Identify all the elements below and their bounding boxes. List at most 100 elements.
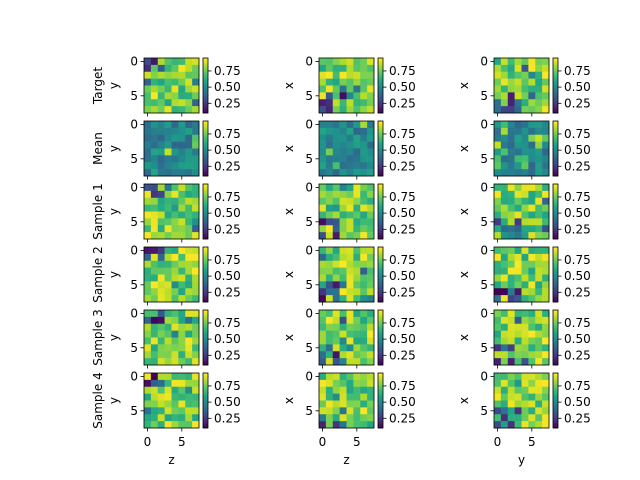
heatmap-cell	[150, 78, 159, 86]
heatmap-cell	[353, 64, 361, 73]
heatmap-cell	[319, 310, 327, 318]
heatmap-cell	[332, 247, 340, 255]
heatmap-cell	[528, 253, 536, 262]
heatmap-cell	[494, 337, 502, 345]
heatmap-cell	[339, 414, 347, 422]
heatmap-cell	[507, 386, 515, 394]
y-tick-label: 0	[305, 180, 313, 194]
heatmap-cell	[353, 373, 361, 381]
colorbar-segment	[203, 351, 208, 353]
colorbar-segment	[553, 293, 558, 296]
colorbar-tick-label: 0.25	[214, 411, 241, 425]
heatmap-cell	[514, 127, 522, 136]
colorbar-segment	[553, 199, 558, 201]
heatmap-cell	[528, 134, 536, 142]
heatmap-cell	[178, 281, 186, 289]
heatmap-cell	[332, 393, 340, 401]
heatmap-cell	[178, 337, 186, 345]
heatmap-cell	[325, 400, 334, 408]
colorbar-segment	[378, 426, 383, 429]
heatmap-cell	[542, 85, 550, 93]
heatmap-cell	[500, 393, 509, 401]
colorbar-segment	[378, 228, 383, 230]
colorbar	[552, 309, 562, 366]
heatmap-cell	[185, 211, 193, 219]
colorbar-segment	[378, 193, 383, 196]
heatmap-cell	[164, 218, 172, 226]
colorbar-segment	[553, 262, 558, 264]
colorbar-segment	[378, 408, 383, 411]
heatmap-cell	[319, 379, 327, 388]
colorbar-segment	[378, 388, 383, 390]
heatmap-cell	[157, 58, 165, 66]
heatmap-cell	[157, 281, 165, 289]
heatmap-cell	[325, 323, 334, 331]
colorbar-segment	[553, 212, 558, 215]
heatmap-cell	[144, 274, 152, 282]
colorbar-segment	[378, 171, 383, 174]
colorbar-segment	[378, 89, 383, 92]
heatmap-cell	[332, 106, 340, 114]
heatmap-cell	[514, 253, 522, 262]
heatmap-cell	[150, 267, 159, 275]
heatmap-cell	[360, 92, 368, 100]
colorbar-segment	[378, 152, 383, 155]
heatmap-cell	[494, 260, 502, 268]
colorbar-segment	[378, 165, 383, 167]
colorbar-segment	[203, 385, 208, 388]
heatmap-cell	[535, 358, 543, 366]
colorbar-frame	[377, 246, 384, 303]
heatmap-cell	[360, 421, 368, 429]
heatmap-cell	[542, 134, 550, 142]
colorbar-segment	[553, 341, 558, 344]
colorbar-segment	[203, 173, 208, 175]
heatmap-cell	[360, 267, 368, 275]
colorbar-segment	[203, 186, 208, 189]
colorbar-segment	[378, 407, 383, 410]
heatmap-cell	[353, 85, 361, 93]
colorbar-segment	[378, 59, 383, 62]
heatmap-cell	[514, 247, 522, 255]
heatmap-cell	[192, 253, 200, 262]
colorbar-tick-label: 0.75	[564, 253, 591, 267]
heatmap-cell	[500, 134, 509, 142]
colorbar-segment	[553, 284, 558, 286]
colorbar-segment	[378, 400, 383, 403]
heatmap-cell	[521, 92, 529, 100]
colorbar-segment	[203, 401, 208, 404]
heatmap-cell	[157, 64, 165, 73]
heatmap-cell	[164, 148, 172, 156]
colorbar-segment	[553, 78, 558, 81]
colorbar-segment	[553, 282, 558, 285]
heatmap-cell	[514, 316, 522, 325]
colorbar-segment	[203, 273, 208, 275]
colorbar-segment	[378, 395, 383, 397]
heatmap-cell	[521, 295, 529, 303]
heatmap-cell	[528, 225, 536, 233]
heatmap-cell	[332, 184, 340, 192]
colorbar-segment	[553, 233, 558, 236]
colorbar-segment	[203, 352, 208, 355]
heatmap-cell	[325, 197, 334, 205]
heatmap-cell	[500, 274, 509, 282]
heatmap-cell	[178, 323, 186, 331]
colorbar-segment	[553, 401, 558, 404]
colorbar-segment	[553, 249, 558, 252]
heatmap-cell	[353, 148, 361, 156]
heatmap-cell	[178, 85, 186, 93]
colorbar-tick-label: 0.50	[389, 143, 416, 157]
colorbar-segment	[378, 326, 383, 329]
colorbar-segment	[378, 425, 383, 427]
y-tick-label: 0	[130, 54, 138, 68]
colorbar-segment	[378, 397, 383, 400]
heatmap-cell	[521, 121, 529, 129]
heatmap-cell	[494, 155, 502, 163]
colorbar-segment	[203, 348, 208, 351]
colorbar-segment	[378, 207, 383, 210]
heatmap-cell	[535, 121, 543, 129]
colorbar-segment	[203, 145, 208, 148]
heatmap-cell	[339, 71, 347, 79]
heatmap-cell	[332, 92, 340, 100]
colorbar-segment	[553, 336, 558, 338]
heatmap-cell	[535, 99, 543, 107]
